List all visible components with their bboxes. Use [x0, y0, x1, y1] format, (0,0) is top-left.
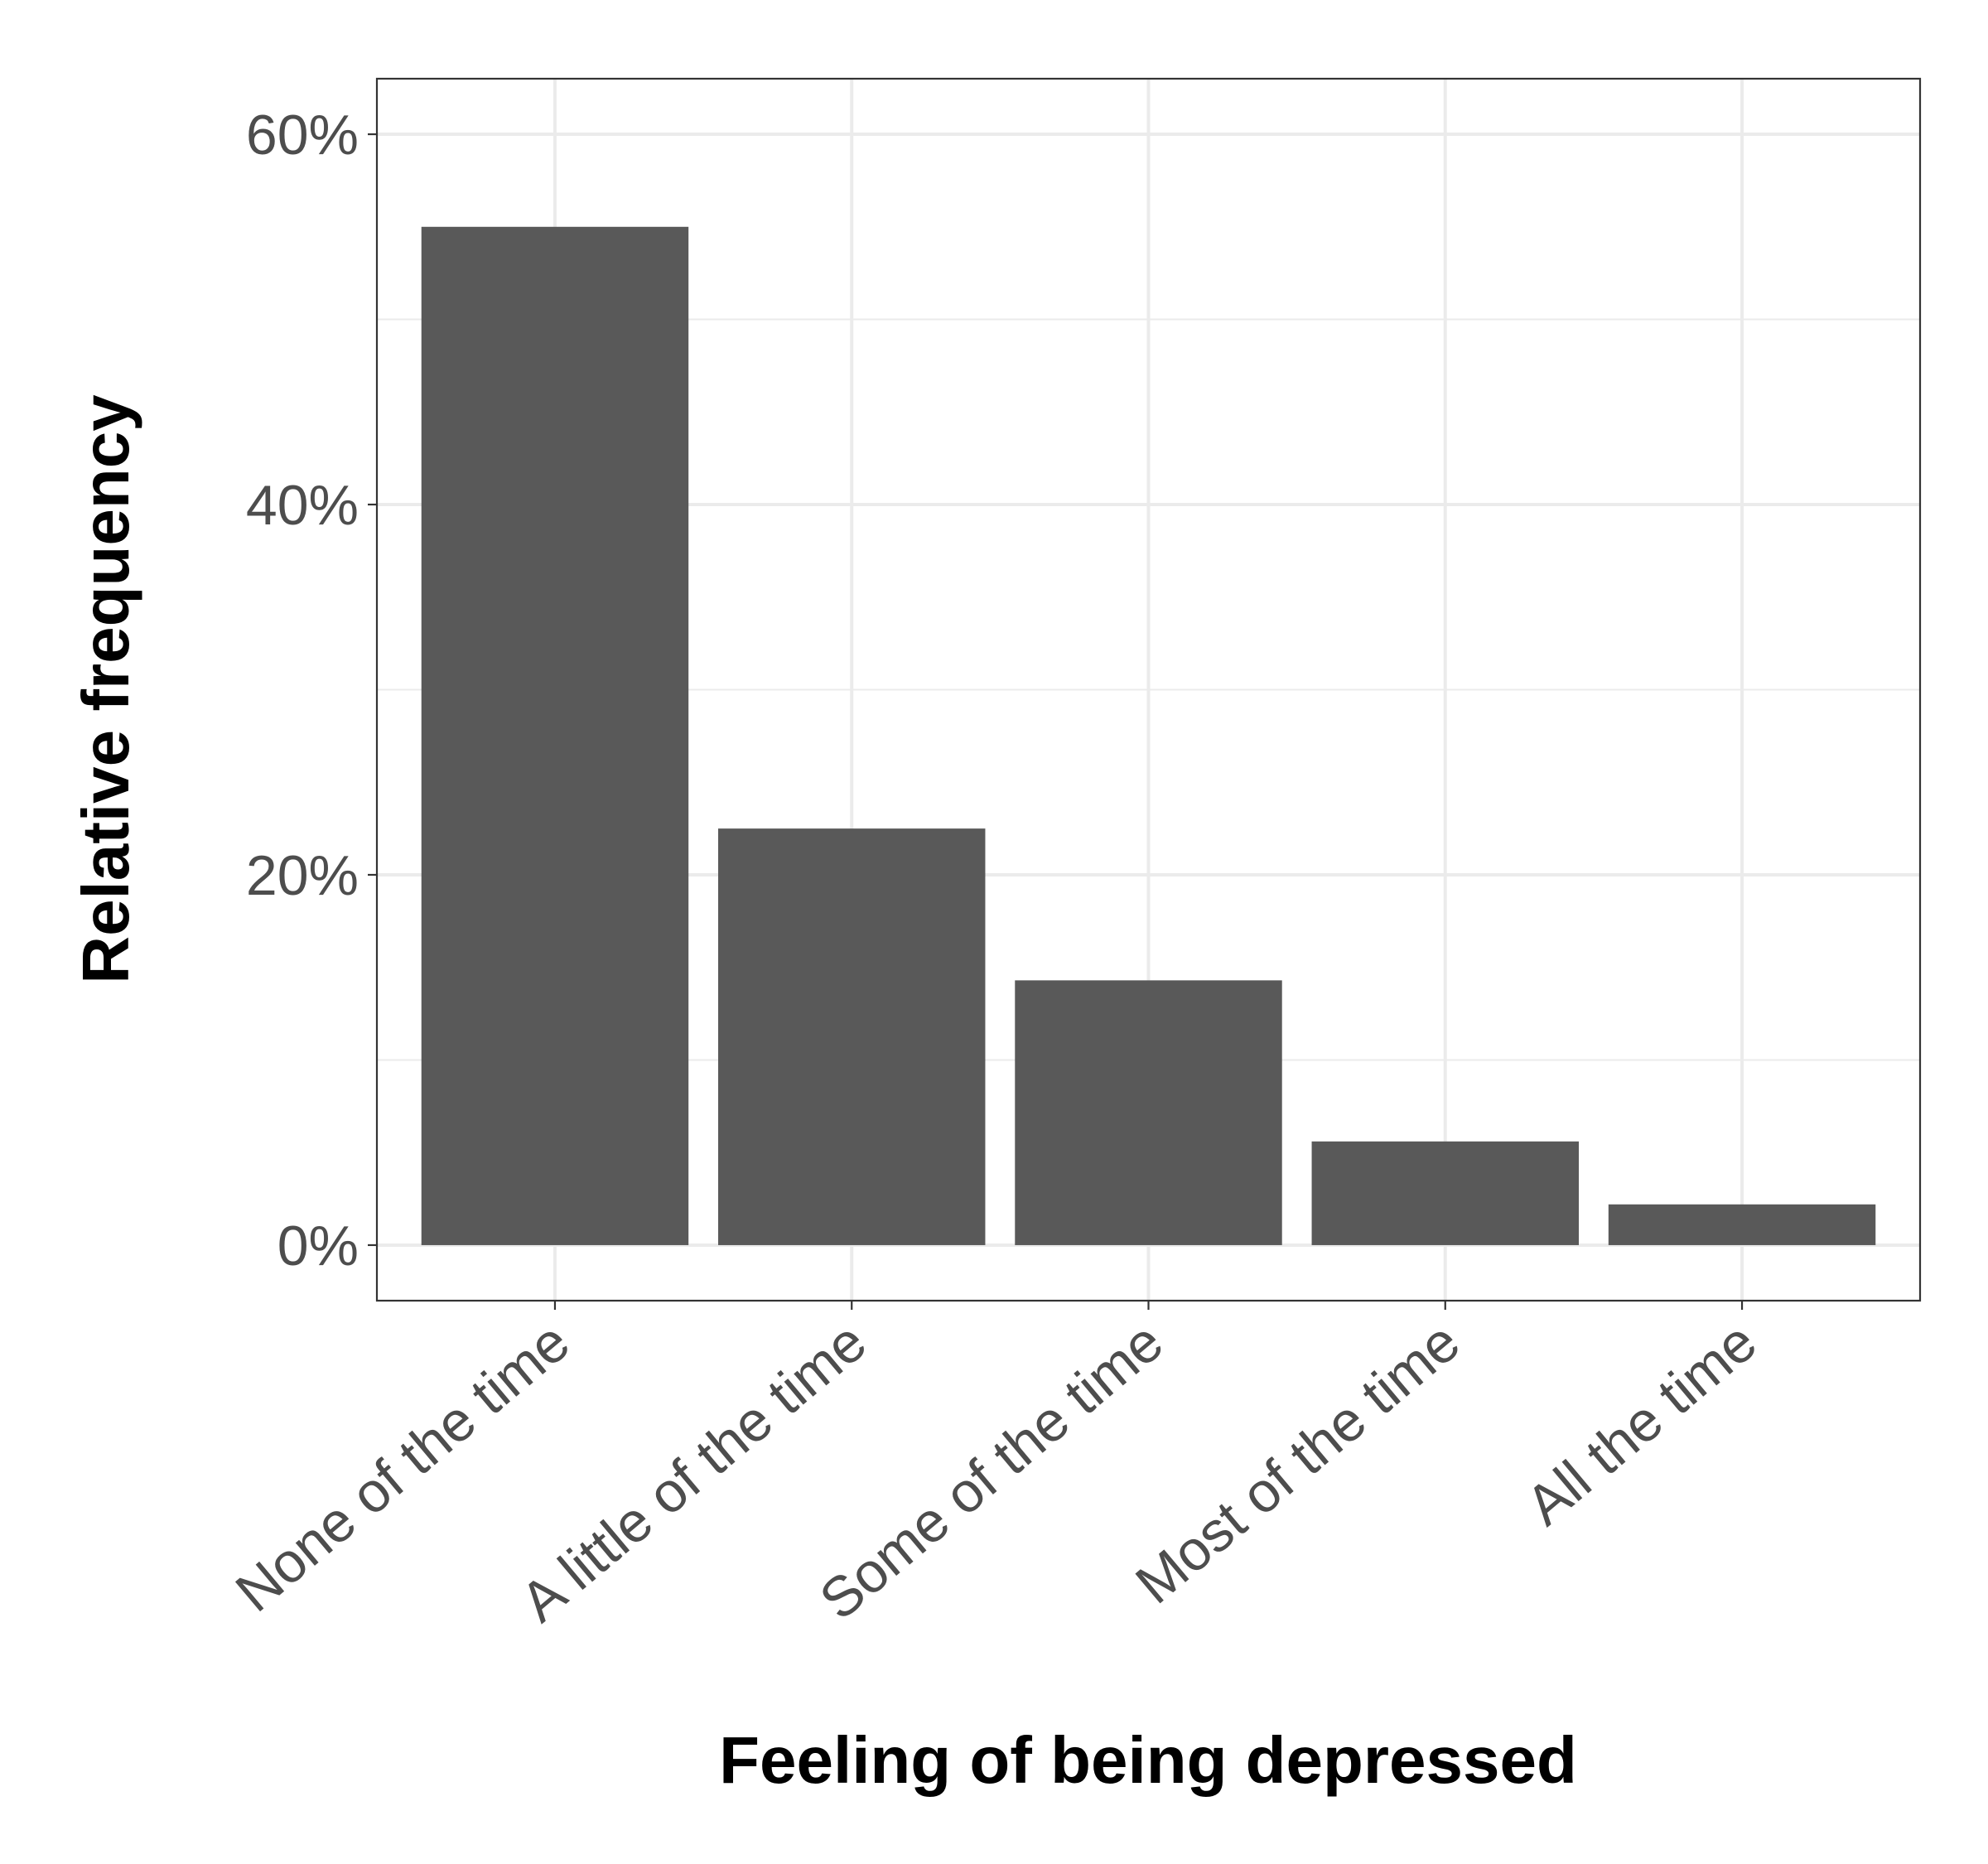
axis-ticks	[368, 133, 1744, 1310]
bar	[1311, 1141, 1579, 1245]
bar	[718, 828, 986, 1245]
bar	[1015, 980, 1282, 1245]
bar	[1608, 1204, 1876, 1245]
y-axis-title: Relative frequency	[69, 394, 142, 984]
bars	[421, 226, 1876, 1245]
y-tick-label: 40%	[246, 474, 359, 537]
y-tick-label: 0%	[277, 1214, 359, 1277]
y-tick-label: 60%	[246, 104, 359, 167]
x-axis-title: Feeling of being depressed	[719, 1723, 1577, 1797]
bar	[421, 226, 689, 1245]
y-tick-label: 20%	[246, 844, 359, 907]
y-axis-tick-labels: 0% 20% 40% 60%	[246, 104, 359, 1277]
